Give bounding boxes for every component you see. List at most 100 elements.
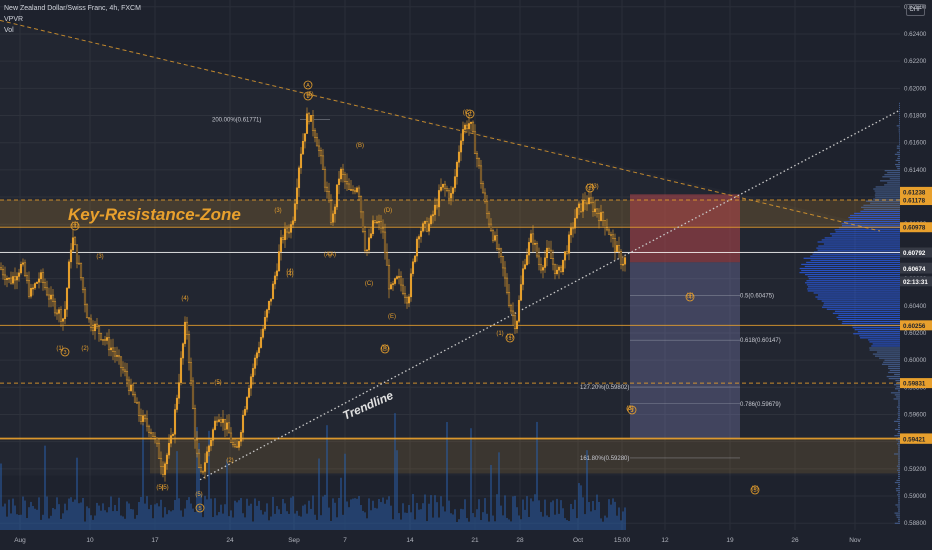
candle[interactable] [357, 187, 361, 197]
candle[interactable] [323, 169, 327, 188]
candle[interactable] [197, 452, 201, 468]
candle[interactable] [15, 276, 19, 281]
candle[interactable] [369, 233, 373, 238]
candle[interactable] [191, 380, 195, 409]
candle[interactable] [545, 247, 549, 259]
candle[interactable] [129, 384, 133, 391]
candle[interactable] [373, 220, 377, 223]
candle[interactable] [205, 451, 209, 463]
candle[interactable] [437, 190, 441, 208]
candle[interactable] [443, 183, 447, 189]
candle[interactable] [111, 347, 115, 352]
candle[interactable] [513, 315, 517, 330]
candle[interactable] [439, 186, 443, 191]
candle[interactable] [463, 124, 467, 130]
candle[interactable] [387, 264, 391, 290]
candle[interactable] [525, 254, 529, 265]
candle[interactable] [609, 234, 613, 236]
candle[interactable] [307, 113, 311, 122]
candle[interactable] [95, 323, 99, 327]
candle[interactable] [441, 183, 445, 188]
candle[interactable] [547, 247, 551, 251]
candle[interactable] [199, 467, 203, 472]
candle[interactable] [91, 327, 95, 332]
candle[interactable] [451, 187, 455, 194]
candle[interactable] [565, 251, 569, 254]
candle[interactable] [537, 255, 541, 265]
candle[interactable] [29, 288, 33, 297]
candle[interactable] [89, 318, 93, 328]
candle[interactable] [429, 215, 433, 225]
candle[interactable] [415, 238, 419, 257]
candle[interactable] [305, 113, 309, 134]
candle[interactable] [183, 321, 187, 344]
candle[interactable] [117, 355, 121, 358]
candle[interactable] [483, 192, 487, 202]
candle[interactable] [85, 304, 89, 319]
candle[interactable] [9, 277, 13, 284]
candle[interactable] [273, 275, 277, 285]
candle[interactable] [345, 181, 349, 185]
candle[interactable] [487, 213, 491, 225]
candle[interactable] [169, 435, 173, 444]
candle[interactable] [281, 237, 285, 241]
candle[interactable] [575, 207, 579, 219]
candle[interactable] [299, 153, 303, 169]
candle[interactable] [477, 158, 481, 167]
candle[interactable] [31, 287, 35, 290]
candle[interactable] [501, 256, 505, 269]
candle[interactable] [79, 262, 83, 279]
candle[interactable] [185, 321, 189, 335]
candle[interactable] [427, 223, 431, 232]
candle[interactable] [399, 276, 403, 286]
candle[interactable] [5, 278, 9, 280]
candle[interactable] [87, 317, 91, 320]
candle[interactable] [523, 264, 527, 269]
candle[interactable] [551, 258, 555, 265]
candle[interactable] [45, 287, 49, 296]
candle[interactable] [73, 237, 77, 246]
candle[interactable] [401, 284, 405, 294]
candle[interactable] [621, 263, 625, 266]
candle[interactable] [519, 284, 523, 301]
candle[interactable] [347, 183, 351, 190]
candle[interactable] [555, 269, 559, 274]
candle[interactable] [237, 441, 241, 448]
candle[interactable] [275, 270, 279, 277]
volume-indicator-label[interactable]: Vol [4, 27, 14, 34]
candle[interactable] [365, 249, 369, 252]
candle[interactable] [417, 236, 421, 240]
candle[interactable] [303, 133, 307, 142]
candle[interactable] [617, 245, 621, 252]
candle[interactable] [33, 283, 37, 289]
candle[interactable] [457, 151, 461, 163]
candle[interactable] [221, 418, 225, 423]
stop-loss-zone[interactable] [630, 194, 740, 263]
candle[interactable] [57, 309, 61, 314]
candle[interactable] [529, 233, 533, 243]
candle[interactable] [473, 131, 477, 154]
candle[interactable] [495, 235, 499, 249]
candle[interactable] [405, 297, 409, 304]
candle[interactable] [581, 200, 585, 212]
candle[interactable] [367, 237, 371, 251]
candle[interactable] [605, 227, 609, 231]
candle[interactable] [301, 140, 305, 155]
candle[interactable] [577, 203, 581, 208]
candle[interactable] [279, 237, 283, 252]
candle[interactable] [471, 121, 475, 133]
candle[interactable] [541, 267, 545, 271]
candle[interactable] [511, 310, 515, 317]
candle[interactable] [247, 387, 251, 398]
candle[interactable] [391, 283, 395, 285]
candle[interactable] [41, 272, 45, 283]
candle[interactable] [175, 397, 179, 410]
candle[interactable] [589, 197, 593, 203]
candle[interactable] [283, 228, 287, 241]
candle[interactable] [179, 357, 183, 383]
candle[interactable] [215, 420, 219, 423]
candle[interactable] [25, 275, 29, 281]
candle[interactable] [561, 259, 565, 272]
candle[interactable] [99, 333, 103, 340]
candle[interactable] [93, 323, 97, 332]
